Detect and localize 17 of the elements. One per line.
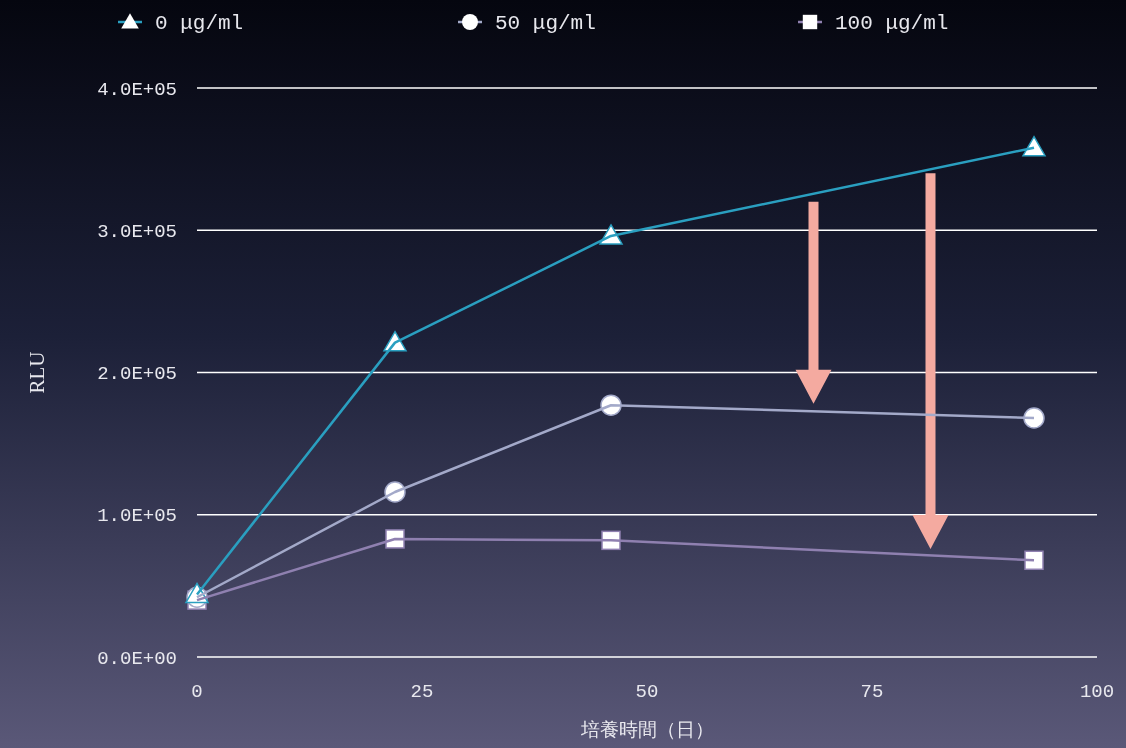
- y-tick-label: 3.0E+05: [97, 220, 177, 243]
- point: [1023, 407, 1045, 429]
- legend-label: 50 μg/ml: [495, 12, 596, 36]
- y-tick-label: 0.0E+00: [97, 647, 177, 670]
- x-tick-label: 75: [860, 681, 884, 703]
- x-tick-label: 100: [1079, 681, 1115, 703]
- x-tick-label: 50: [635, 681, 659, 703]
- legend-label: 100 μg/ml: [835, 12, 949, 36]
- x-axis-title: 培養時間（日）: [579, 718, 714, 740]
- legend-label: 0 μg/ml: [155, 12, 244, 36]
- point: [1024, 550, 1044, 571]
- y-tick-label: 2.0E+05: [97, 363, 177, 386]
- y-axis-title: RLU: [25, 351, 49, 394]
- y-tick-label: 1.0E+05: [97, 505, 177, 528]
- x-tick-label: 25: [410, 681, 434, 703]
- y-tick-label: 4.0E+05: [97, 78, 177, 101]
- x-tick-label: 0: [191, 681, 203, 703]
